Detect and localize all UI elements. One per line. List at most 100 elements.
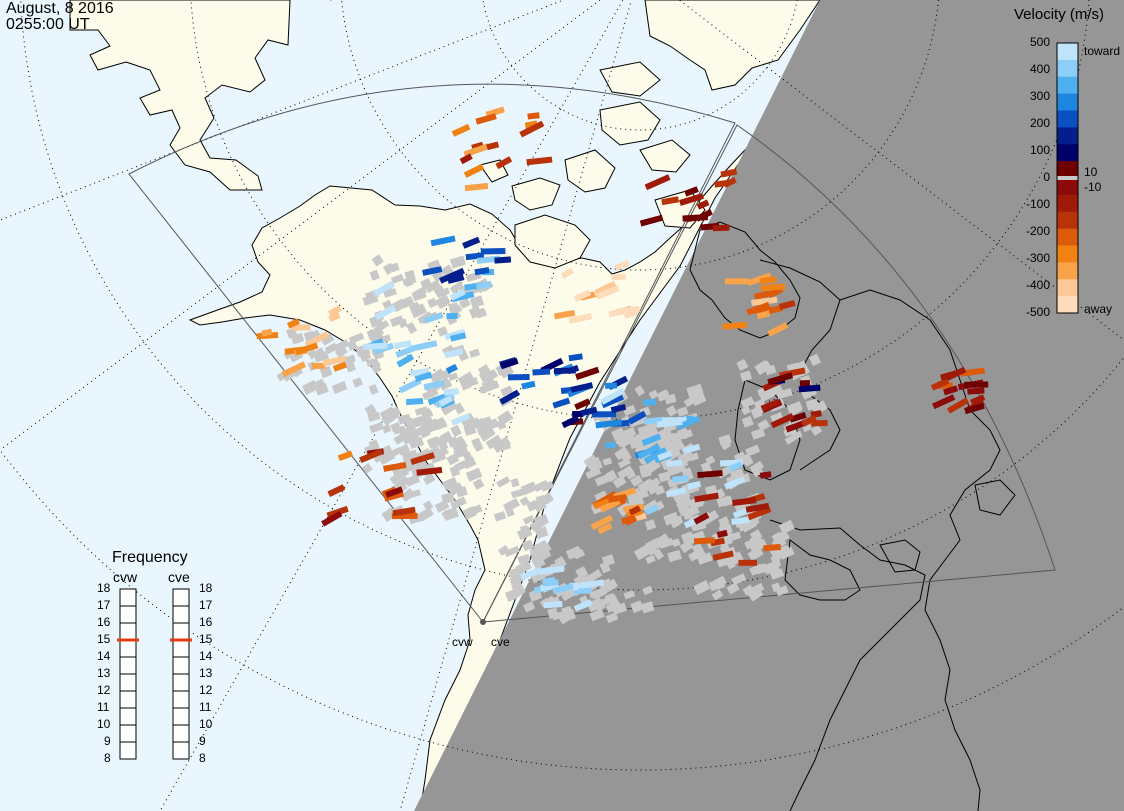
colorbar-side-label-toward: toward <box>1084 44 1121 58</box>
scatter-cell <box>346 339 358 351</box>
frequency-tick-right: 16 <box>199 615 213 629</box>
scatter-cell <box>604 382 618 389</box>
scatter-cell <box>435 294 451 310</box>
scatter-cell <box>763 543 781 552</box>
scatter-cell <box>291 324 311 331</box>
scatter-cell <box>644 477 661 491</box>
scatter-cell <box>589 608 605 622</box>
scatter-cell <box>731 516 751 525</box>
scatter-cell <box>534 526 549 539</box>
scatter-cell <box>964 402 985 415</box>
scatter-cell <box>642 585 654 596</box>
scatter-cell <box>749 563 764 576</box>
scatter-cell <box>607 493 627 503</box>
frequency-panel <box>117 588 192 760</box>
colorbar-segment <box>1057 161 1078 179</box>
scatter-cell <box>447 274 465 284</box>
frequency-tick-right: 8 <box>199 751 206 765</box>
scatter-cell <box>485 434 503 450</box>
scatter-cell <box>398 377 422 394</box>
scatter-cell <box>757 419 770 432</box>
scatter-cell <box>760 283 786 292</box>
scatter-cell <box>736 358 749 371</box>
scatter-cell <box>521 380 536 390</box>
scatter-cell <box>500 357 519 370</box>
scatter-cell <box>811 419 828 427</box>
scatter-cell <box>344 360 357 373</box>
scatter-cell <box>429 449 447 464</box>
scatter-cell <box>448 304 463 316</box>
scatter-cell <box>654 485 665 496</box>
scatter-cell <box>465 417 482 433</box>
frequency-tick-left: 13 <box>97 666 111 680</box>
colorbar-tick-label: 500 <box>1029 35 1050 49</box>
scatter-cell <box>683 443 701 454</box>
scatter-cell <box>440 264 454 278</box>
colorbar-segment <box>1057 228 1078 247</box>
scatter-cell <box>681 429 694 440</box>
scatter-cell <box>543 600 563 609</box>
frequency-marker-cvw <box>117 638 139 642</box>
scatter-cell <box>362 342 388 350</box>
colorbar-side-label-neg: -10 <box>1084 180 1102 194</box>
scatter-cell <box>759 471 772 479</box>
scatter-cell <box>430 235 456 247</box>
velocity-scatter <box>256 106 989 625</box>
scatter-cell <box>679 192 704 206</box>
scatter-cell <box>778 299 796 310</box>
scatter-cell <box>446 453 460 466</box>
arctic-island-2 <box>599 101 661 146</box>
scatter-cell <box>449 288 466 301</box>
scatter-cell <box>568 313 593 324</box>
scatter-cell <box>422 266 443 276</box>
scatter-cell <box>473 441 484 452</box>
frequency-tick-right: 17 <box>199 598 213 612</box>
scatter-cell <box>600 387 626 405</box>
scatter-cell <box>492 440 505 454</box>
scatter-cell <box>775 585 789 597</box>
scatter-cell <box>405 398 424 406</box>
scatter-cell <box>789 411 807 423</box>
scatter-cell <box>464 182 489 192</box>
scatter-cell <box>368 384 379 395</box>
scatter-cell <box>327 484 346 497</box>
colorbar-segment <box>1057 296 1078 314</box>
scatter-cell <box>392 425 407 435</box>
scatter-cell <box>423 311 444 324</box>
scatter-cell <box>465 467 483 482</box>
scatter-cell <box>644 504 659 516</box>
colorbar-side-label-pos: 10 <box>1084 165 1098 179</box>
scatter-cell <box>661 196 680 206</box>
scatter-cell <box>767 322 789 337</box>
scatter-cell <box>533 479 549 493</box>
scatter-cell <box>412 415 425 428</box>
scatter-cell <box>760 360 772 372</box>
scatter-cell <box>468 305 482 318</box>
scatter-cell <box>362 293 379 306</box>
scatter-cell <box>521 539 534 551</box>
colorbar-tick-label: -200 <box>1025 224 1050 238</box>
scatter-cell <box>778 519 795 535</box>
scatter-cell <box>601 578 619 594</box>
scatter-cell <box>770 411 784 423</box>
scatter-cell <box>359 351 372 363</box>
scatter-cell <box>496 419 507 430</box>
scatter-cell <box>810 424 823 436</box>
scatter-cell <box>321 510 343 527</box>
scatter-cell <box>552 583 574 595</box>
scatter-cell <box>261 328 273 337</box>
scatter-cell <box>439 287 451 297</box>
scatter-cell <box>742 584 755 596</box>
scatter-cell <box>451 123 471 137</box>
scatter-cell <box>751 296 778 306</box>
scatter-cell <box>488 380 500 391</box>
scatter-cell <box>504 589 518 602</box>
scatter-cell <box>439 267 465 284</box>
scatter-cell <box>724 278 750 285</box>
scatter-cell <box>451 440 464 453</box>
scatter-cell <box>676 498 690 511</box>
scatter-cell <box>427 297 438 309</box>
scatter-cell <box>620 515 635 525</box>
scatter-cell <box>684 186 699 197</box>
colorbar-frame <box>1056 42 1079 314</box>
